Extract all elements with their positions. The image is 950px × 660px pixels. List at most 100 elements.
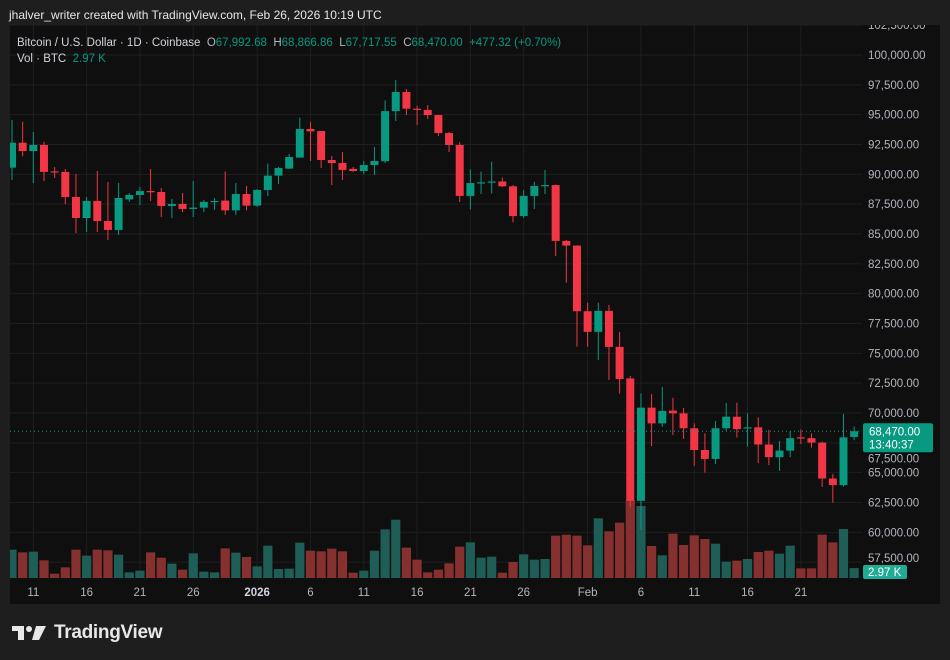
candle — [242, 186, 251, 211]
grid — [10, 25, 862, 578]
price-tick-label: 82,500.00 — [868, 259, 919, 271]
candle — [29, 131, 38, 184]
candle-body — [786, 438, 795, 451]
ohlc-row: Bitcoin / U.S. Dollar · 1D · Coinbase O6… — [17, 35, 561, 51]
candle-body — [274, 168, 283, 176]
candle — [434, 114, 443, 137]
volume-bar — [764, 550, 774, 578]
volume-bar — [817, 534, 827, 578]
close-value: 68,470.00 — [411, 37, 463, 49]
candle — [764, 429, 773, 466]
time-tick-label: 6 — [638, 587, 644, 599]
candle-body — [221, 200, 230, 211]
candle — [562, 239, 571, 283]
price-tick-label: 80,000.00 — [868, 289, 919, 301]
time-tick-label: 11 — [688, 587, 700, 599]
tradingview-logo[interactable]: TradingView — [12, 622, 163, 644]
bar-countdown: 13:40:37 — [869, 439, 914, 451]
volume-bar — [721, 561, 731, 578]
candle-body — [626, 378, 635, 501]
candle-body — [370, 160, 379, 166]
price-tick-label: 85,000.00 — [868, 229, 919, 241]
volume-bar — [220, 548, 230, 578]
low-label: L — [339, 37, 346, 49]
candle-body — [690, 428, 699, 450]
candle-body — [583, 311, 592, 332]
volume-bar — [647, 546, 657, 578]
candle-body — [668, 410, 677, 414]
volume-bar — [433, 569, 443, 578]
candle — [466, 169, 475, 210]
high-label: H — [273, 37, 282, 49]
volume-bar — [774, 553, 785, 578]
volume-bar — [231, 552, 241, 578]
time-tick-label: 16 — [741, 587, 754, 599]
candle — [658, 386, 667, 427]
candle — [711, 420, 720, 464]
time-axis-background[interactable] — [10, 580, 940, 604]
candlestick-chart[interactable]: 102,500.00 100,000.00 97,500.00 95,000.00 92… — [10, 25, 940, 604]
volume-bar — [337, 551, 348, 578]
volume-bar — [295, 542, 305, 578]
time-tick-label: 21 — [464, 587, 477, 599]
candle-body — [135, 191, 144, 195]
candle-body — [146, 191, 155, 193]
candle — [381, 100, 390, 164]
candle-body — [572, 245, 581, 312]
candle-body — [700, 449, 709, 459]
candle — [327, 155, 336, 186]
candle-body — [679, 413, 688, 429]
symbol-legend: Bitcoin / U.S. Dollar · 1D · Coinbase O6… — [17, 35, 561, 67]
volume-bar — [838, 529, 849, 578]
candle-body — [807, 438, 816, 443]
candle — [317, 131, 326, 169]
candle — [18, 121, 27, 157]
price-axis-background[interactable] — [862, 25, 940, 604]
volume-bar — [252, 566, 262, 578]
candle — [285, 153, 294, 169]
candle — [146, 168, 155, 201]
time-axis[interactable]: 11 16 21 26 2026 6 11 16 21 26 Feb 6 11 16 21 — [10, 580, 940, 604]
candle — [210, 198, 219, 210]
candle-body — [253, 189, 262, 206]
candle — [807, 433, 816, 448]
candle-body — [722, 416, 731, 429]
candle — [125, 192, 134, 202]
volume-bar — [806, 568, 817, 578]
volume-row: Vol · BTC 2.97 K — [17, 51, 561, 67]
chart-frame[interactable]: 102,500.00 100,000.00 97,500.00 95,000.00 92… — [10, 25, 940, 604]
open-value: 67,992.68 — [215, 37, 267, 49]
candle-body — [317, 131, 326, 161]
candle-body — [29, 144, 38, 152]
candle — [455, 142, 464, 203]
candle — [477, 171, 486, 195]
price-tick-label: 95,000.00 — [868, 110, 919, 122]
candle-body — [381, 111, 390, 162]
candle — [668, 397, 677, 435]
symbol-title[interactable]: Bitcoin / U.S. Dollar · 1D · Coinbase — [17, 37, 201, 49]
candle — [50, 167, 59, 179]
volume-bar — [572, 535, 582, 578]
candle-body — [636, 407, 645, 501]
candle-body — [658, 410, 667, 424]
volume-bar — [401, 547, 412, 578]
candle — [349, 166, 358, 172]
volume-bar — [50, 573, 60, 578]
close-label: C — [403, 37, 412, 49]
volume-label: 2.97 K — [868, 567, 902, 579]
candle — [338, 152, 347, 181]
candle-body — [839, 437, 848, 486]
candle-body — [327, 160, 336, 164]
price-tick-label: 65,000.00 — [868, 468, 919, 480]
price-axis[interactable]: 102,500.00 100,000.00 97,500.00 95,000.00 92… — [862, 25, 940, 604]
volume-value: 2.97 K — [72, 53, 106, 65]
candle-body — [796, 437, 805, 439]
volume-bar — [60, 567, 70, 578]
volume-bar — [391, 519, 401, 578]
volume-title[interactable]: Vol · BTC — [17, 53, 67, 65]
candle — [551, 184, 560, 257]
volume-bar — [753, 552, 763, 578]
candle — [594, 302, 603, 361]
time-tick-label: Feb — [578, 587, 598, 599]
volume-bar — [710, 543, 721, 578]
